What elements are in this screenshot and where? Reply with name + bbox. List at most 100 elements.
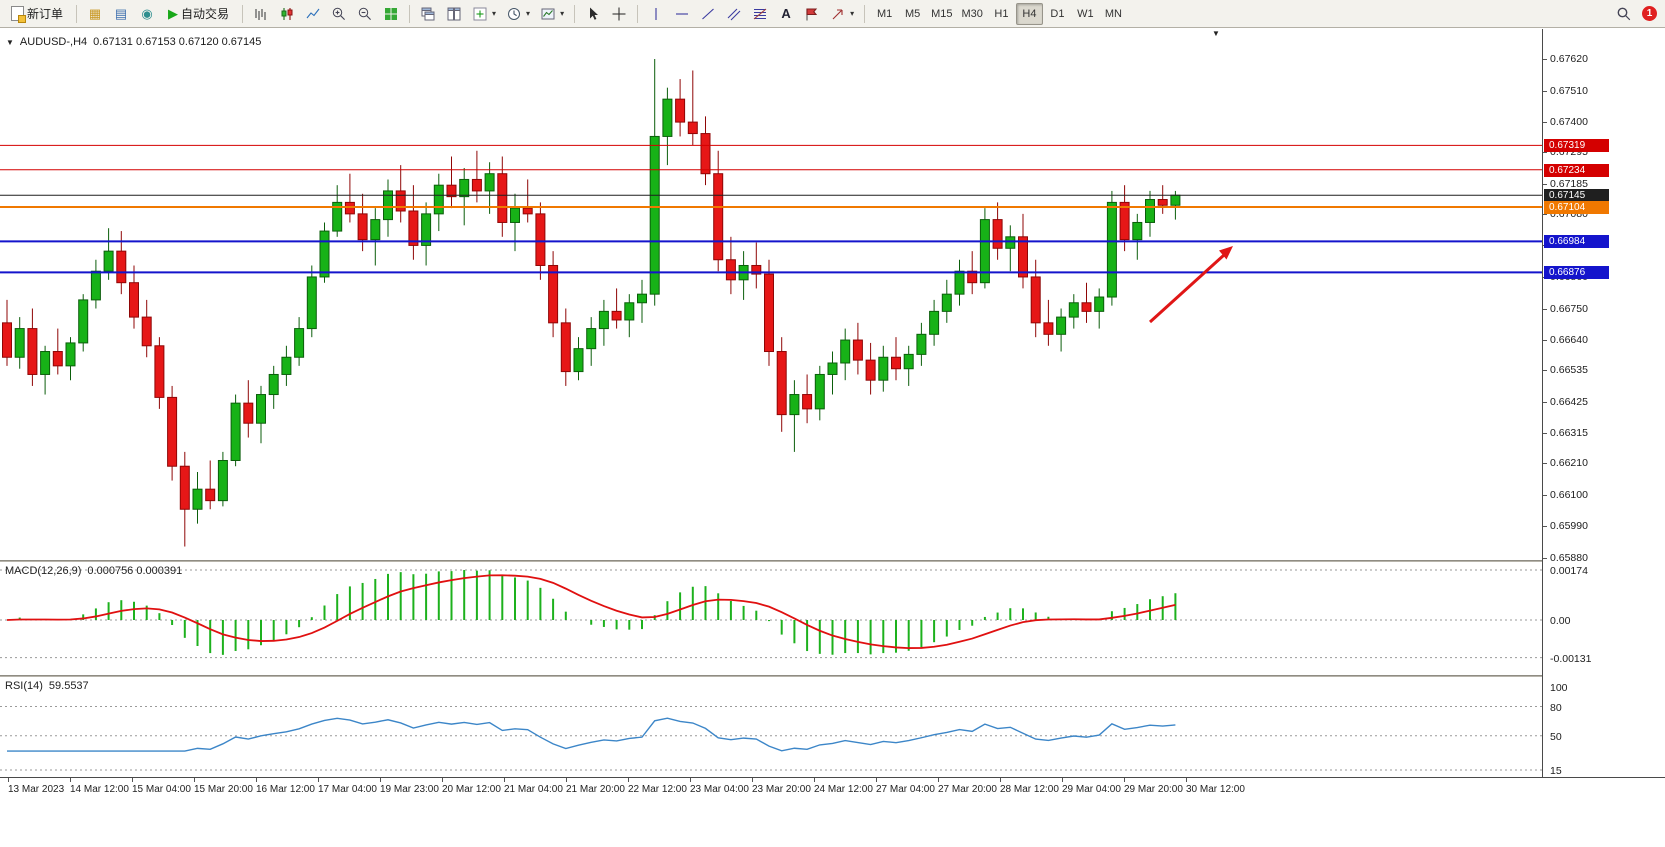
timeframe-m5-button[interactable]: M5 xyxy=(899,3,926,25)
candlestick-chart[interactable] xyxy=(0,29,1542,560)
trend-arrow-annotation[interactable] xyxy=(1148,246,1233,324)
indicators-icon xyxy=(473,7,487,20)
timeframe-m30-button[interactable]: M30 xyxy=(958,3,987,25)
date-label: 15 Mar 04:00 xyxy=(132,784,191,795)
macd-chart[interactable] xyxy=(0,562,1542,675)
tile-vertical-icon xyxy=(447,7,461,20)
arrows-tool-button[interactable]: ▾ xyxy=(826,3,858,25)
line-chart-button[interactable] xyxy=(301,3,325,25)
zoom-out-button[interactable] xyxy=(353,3,377,25)
date-tick xyxy=(380,778,381,782)
date-tick xyxy=(132,778,133,782)
timeframe-toolbar: M1 M5 M15 M30 H1 H4 D1 W1 MN xyxy=(871,2,1127,25)
pane-separator[interactable] xyxy=(0,560,1665,562)
market-watch-button[interactable]: ▤ xyxy=(109,3,133,25)
zoom-in-button[interactable] xyxy=(327,3,351,25)
label-tool-button[interactable] xyxy=(800,3,824,25)
rsi-pane[interactable]: RSI(14) 59.5537 xyxy=(0,677,1542,776)
date-label: 21 Mar 04:00 xyxy=(504,784,563,795)
periods-button[interactable]: ▾ xyxy=(502,3,534,25)
price-axis-tick xyxy=(1543,401,1547,403)
text-tool-button[interactable]: A xyxy=(774,3,798,25)
bar-chart-icon xyxy=(255,8,266,20)
cascade-windows-button[interactable] xyxy=(416,3,440,25)
price-axis-tick xyxy=(1543,463,1547,465)
macd-pane[interactable]: MACD(12,26,9) 0.000756 0.000391 xyxy=(0,562,1542,675)
macd-values: 0.000756 0.000391 xyxy=(87,565,183,577)
date-label: 29 Mar 04:00 xyxy=(1062,784,1121,795)
chart-menu-icon[interactable]: ▼ xyxy=(6,37,14,47)
timeframe-m1-button[interactable]: M1 xyxy=(871,3,898,25)
date-tick xyxy=(256,778,257,782)
level-lines-group[interactable] xyxy=(0,144,1542,274)
price-axis-label: 0.65880 xyxy=(1550,552,1588,564)
search-button[interactable] xyxy=(1612,3,1636,25)
zoom-out-icon xyxy=(358,7,372,20)
fibonacci-button[interactable] xyxy=(748,3,772,25)
templates-button[interactable]: ▾ xyxy=(536,3,568,25)
toolbar-separator xyxy=(242,4,244,23)
date-tick xyxy=(1000,778,1001,782)
toolbar-separator xyxy=(76,4,78,23)
vertical-line-icon xyxy=(655,7,657,20)
date-label: 23 Mar 20:00 xyxy=(752,784,811,795)
date-tick xyxy=(1062,778,1063,782)
vertical-line-button[interactable] xyxy=(644,3,668,25)
toolbar-right-group: 1 xyxy=(1612,3,1661,25)
fibonacci-icon xyxy=(753,8,767,19)
date-tick xyxy=(690,778,691,782)
date-label: 21 Mar 20:00 xyxy=(566,784,625,795)
tile-windows-icon xyxy=(385,7,398,20)
price-axis-label: 0.65990 xyxy=(1550,520,1588,533)
timeframe-h4-button[interactable]: H4 xyxy=(1015,2,1043,25)
text-icon: A xyxy=(781,6,791,21)
chart-profile-button[interactable]: ▦ xyxy=(83,3,107,25)
channel-button[interactable] xyxy=(722,3,746,25)
candlestick-chart-button[interactable] xyxy=(275,3,299,25)
price-scale[interactable]: 0.676200.675100.674000.672950.671850.670… xyxy=(1542,29,1665,800)
periods-icon xyxy=(508,7,521,20)
navigator-icon: ◉ xyxy=(141,6,153,21)
price-axis-tick xyxy=(1543,308,1547,310)
price-tag-0.67234: 0.67234 xyxy=(1544,163,1609,177)
notification-badge[interactable]: 1 xyxy=(1642,6,1657,21)
price-axis-label: 0.66210 xyxy=(1550,457,1588,470)
date-tick xyxy=(1124,778,1125,782)
rsi-scale-label: 50 xyxy=(1550,730,1562,743)
new-order-button[interactable]: 新订单 xyxy=(4,3,70,25)
tile-vertical-button[interactable] xyxy=(442,3,466,25)
price-tag-0.67145: 0.67145 xyxy=(1544,189,1609,203)
date-label: 13 Mar 2023 xyxy=(8,784,65,795)
chart-shift-marker[interactable]: ▼ xyxy=(1212,29,1220,38)
pane-separator[interactable] xyxy=(0,675,1665,677)
horizontal-line-icon xyxy=(676,12,689,15)
price-axis-tick xyxy=(1543,494,1547,496)
cursor-button[interactable] xyxy=(581,3,605,25)
price-axis-label: 0.66100 xyxy=(1550,488,1588,501)
timeframe-h1-button[interactable]: H1 xyxy=(988,3,1015,25)
rsi-chart[interactable] xyxy=(0,677,1542,776)
arrows-icon xyxy=(832,8,843,19)
main-chart-pane[interactable]: ▼ AUDUSD-,H4 0.67131 0.67153 0.67120 0.6… xyxy=(0,29,1542,560)
date-axis[interactable]: 13 Mar 2023 14 Mar 12:00 15 Mar 04:00 15 Ma… xyxy=(0,777,1665,800)
price-axis-tick xyxy=(1543,558,1547,559)
tile-windows-button[interactable] xyxy=(379,3,403,25)
timeframe-d1-button[interactable]: D1 xyxy=(1044,3,1071,25)
timeframe-mn-button[interactable]: MN xyxy=(1100,3,1127,25)
timeframe-w1-button[interactable]: W1 xyxy=(1072,3,1099,25)
price-axis-tick xyxy=(1543,122,1547,124)
autotrading-button[interactable]: ▶ 自动交易 xyxy=(161,3,236,25)
trendline-icon xyxy=(702,8,714,19)
dropdown-caret-icon: ▾ xyxy=(560,9,565,18)
crosshair-button[interactable] xyxy=(607,3,631,25)
navigator-button[interactable]: ◉ xyxy=(135,3,159,25)
date-label: 30 Mar 12:00 xyxy=(1186,784,1245,795)
date-label: 19 Mar 23:00 xyxy=(380,784,439,795)
indicators-button[interactable]: ▾ xyxy=(468,3,500,25)
horizontal-line-button[interactable] xyxy=(670,3,694,25)
bar-chart-button[interactable] xyxy=(249,3,273,25)
trendline-button[interactable] xyxy=(696,3,720,25)
timeframe-m15-button[interactable]: M15 xyxy=(927,3,956,25)
price-axis-label: 0.66535 xyxy=(1550,364,1588,377)
